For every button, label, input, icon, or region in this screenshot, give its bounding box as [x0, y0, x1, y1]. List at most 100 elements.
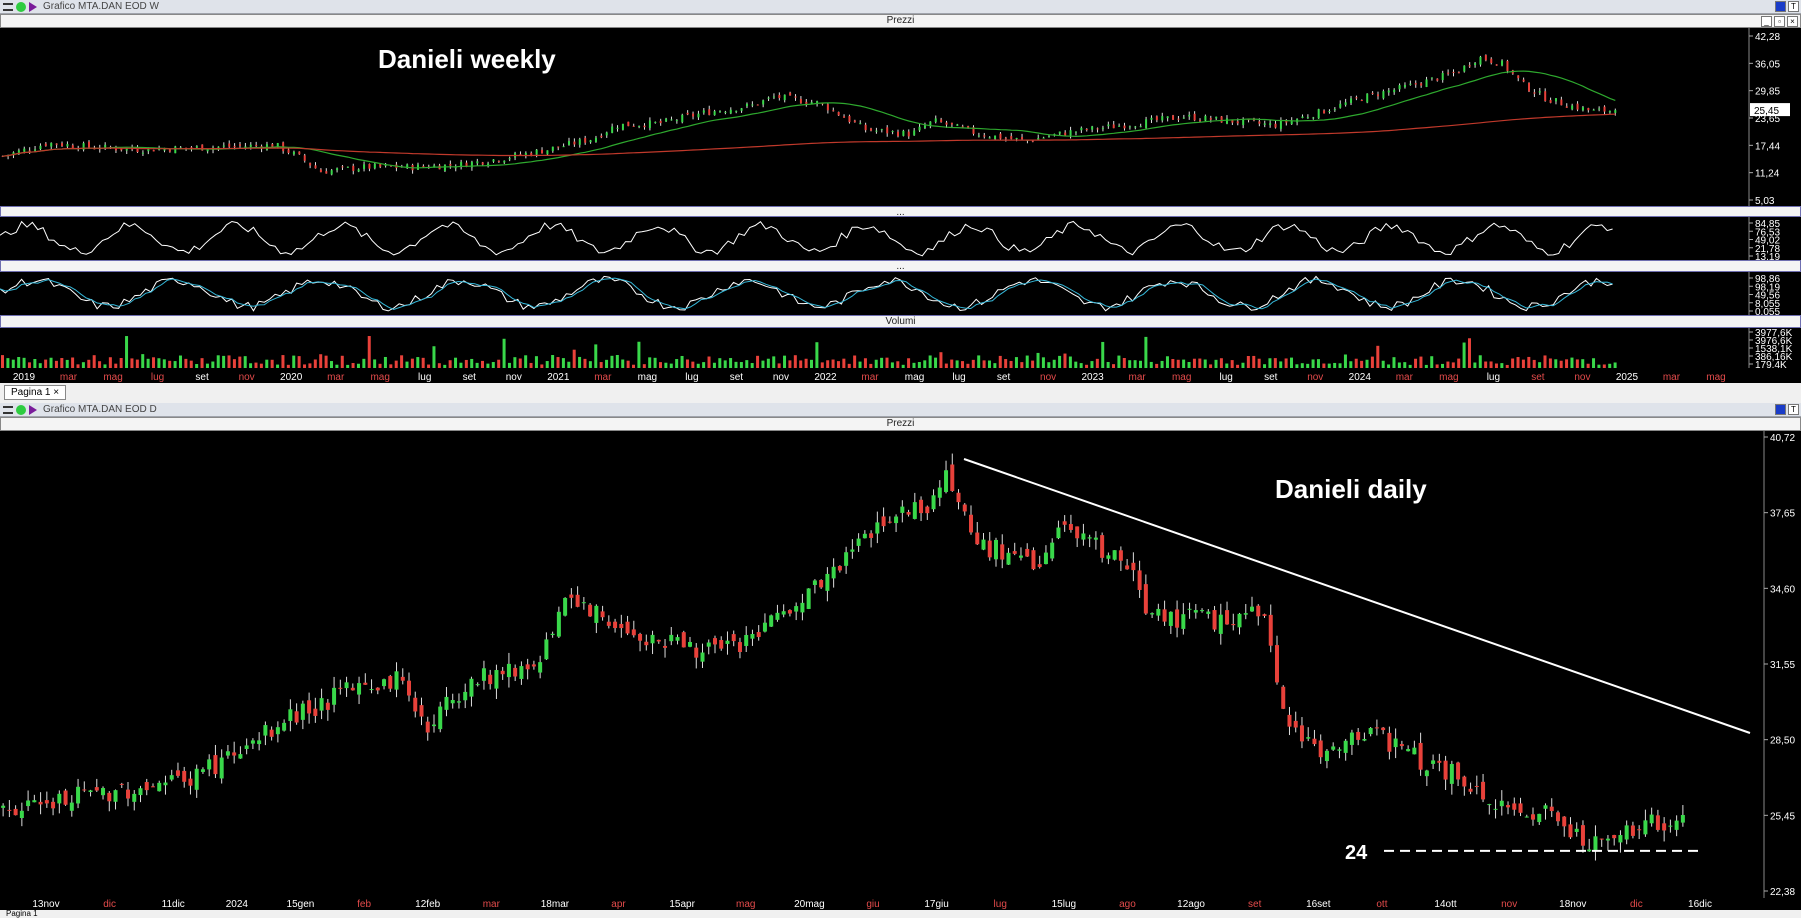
- daily-candle: [681, 632, 686, 648]
- daily-tab-label[interactable]: Pagina 1: [6, 909, 38, 918]
- daily-candle: [600, 611, 605, 618]
- weekly-price-axis-tick-label: 11,24: [1755, 169, 1780, 180]
- daily-candle: [675, 637, 680, 641]
- volume-bar: [1462, 342, 1466, 368]
- tab-pagina-1[interactable]: Pagina 1 ×: [4, 385, 67, 400]
- volume-bar: [98, 361, 102, 368]
- daily-candle: [956, 492, 961, 503]
- daily-window-titlebar[interactable]: Grafico MTA.DAN EOD D T: [0, 403, 1801, 417]
- close-panel-icon[interactable]: ×: [1787, 16, 1798, 27]
- text-icon[interactable]: T: [1788, 404, 1799, 415]
- daily-candle: [781, 611, 786, 615]
- daily-candle: [1655, 815, 1660, 830]
- daily-candle: [388, 676, 393, 689]
- weekly-candle: [648, 120, 651, 129]
- maximize-icon[interactable]: [1775, 1, 1786, 12]
- volume-bar: [502, 338, 506, 368]
- daily-candle: [7, 809, 12, 811]
- volume-bar: [1403, 362, 1407, 368]
- volume-bar: [459, 362, 463, 368]
- daily-candle: [1381, 727, 1386, 731]
- maximize-icon[interactable]: [1775, 404, 1786, 415]
- volume-bar: [551, 355, 555, 368]
- volume-bar: [17, 357, 21, 368]
- daily-candle: [987, 540, 992, 558]
- weekly-candle: [1182, 117, 1185, 119]
- weekly-candle: [719, 111, 722, 113]
- weekly-candle: [999, 133, 1002, 139]
- weekly-candle: [961, 126, 964, 128]
- volume-bar: [286, 364, 290, 368]
- daily-candle: [1062, 521, 1067, 525]
- daily-price-axis-tick-label: 22,38: [1770, 887, 1795, 898]
- daily-candle: [138, 788, 143, 796]
- weekly-window-titlebar[interactable]: Grafico MTA.DAN EOD W T: [0, 0, 1801, 14]
- volume-bar: [1106, 361, 1110, 368]
- volume-bar: [1149, 361, 1153, 368]
- weekly-price-chart[interactable]: Danieli weekly 42,28 36,05 29,85 23,65 17,44 1…: [0, 28, 1801, 206]
- volume-bar: [1381, 360, 1385, 368]
- weekly-time-label: set: [195, 372, 209, 383]
- window-menu-icon[interactable]: [3, 405, 13, 414]
- minimize-panel-icon[interactable]: _: [1761, 16, 1772, 27]
- daily-candle: [862, 533, 867, 539]
- volume-bar: [578, 356, 582, 368]
- daily-price-panel-header[interactable]: Prezzi: [0, 417, 1801, 431]
- daily-candle: [481, 668, 486, 681]
- volume-bar: [146, 358, 150, 368]
- volume-bar: [567, 361, 571, 368]
- weekly-price-axis-tick-label: 29,85: [1755, 87, 1780, 98]
- weekly-candle: [325, 171, 328, 174]
- daily-candle: [26, 800, 31, 807]
- volume-bar: [1602, 364, 1606, 368]
- daily-candle: [207, 759, 212, 770]
- daily-candle: [1424, 770, 1429, 777]
- restore-panel-icon[interactable]: ▫: [1774, 16, 1785, 27]
- weekly-candle: [907, 131, 910, 137]
- volume-bar: [421, 357, 425, 368]
- weekly-candle: [1376, 94, 1379, 97]
- weekly-candle: [1544, 91, 1547, 102]
- weekly-tab-bar: Pagina 1 ×: [0, 383, 1801, 403]
- weekly-candle: [1517, 75, 1520, 79]
- volume-bar: [1581, 359, 1585, 368]
- play-icon[interactable]: [29, 1, 37, 12]
- window-menu-icon[interactable]: [3, 2, 13, 11]
- daily-candle: [937, 487, 942, 498]
- daily-candle: [831, 566, 836, 579]
- oscillator-2-axis-tick-label: 0,055: [1755, 307, 1780, 315]
- volume-bar: [1608, 363, 1612, 368]
- volume-bar: [529, 362, 533, 368]
- weekly-time-label: mar: [60, 372, 78, 383]
- daily-candle: [1605, 838, 1610, 841]
- volume-bar: [810, 359, 813, 368]
- daily-time-label: nov: [1501, 899, 1517, 910]
- weekly-candle: [1603, 106, 1606, 112]
- volume-bar: [1446, 361, 1450, 368]
- volume-bar: [1004, 359, 1008, 368]
- weekly-candle: [670, 119, 673, 121]
- weekly-candle: [902, 130, 905, 136]
- text-icon[interactable]: T: [1788, 1, 1799, 12]
- volume-bar: [1575, 359, 1579, 368]
- daily-price-chart[interactable]: 24 Danieli daily 40,72 37,65 34,60 31,55 28,50…: [0, 431, 1801, 898]
- volume-bar: [335, 364, 339, 368]
- weekly-price-panel-header[interactable]: Prezzi _ ▫ ×: [0, 14, 1801, 28]
- volume-bar: [313, 359, 317, 368]
- weekly-candle: [967, 126, 970, 128]
- weekly-candle: [422, 166, 425, 168]
- weekly-candle: [1441, 72, 1444, 81]
- weekly-volume-panel-header[interactable]: Volumi: [0, 315, 1801, 328]
- volume-bar: [588, 361, 592, 368]
- weekly-candle: [1279, 120, 1282, 129]
- daily-candle: [19, 810, 24, 819]
- weekly-candle: [1490, 58, 1493, 64]
- oscillator-1-header[interactable]: ...: [0, 206, 1801, 218]
- weekly-time-label: 2019: [13, 372, 36, 383]
- oscillator-2-header[interactable]: ...: [0, 260, 1801, 272]
- weekly-candle: [864, 124, 867, 131]
- play-icon[interactable]: [29, 404, 37, 415]
